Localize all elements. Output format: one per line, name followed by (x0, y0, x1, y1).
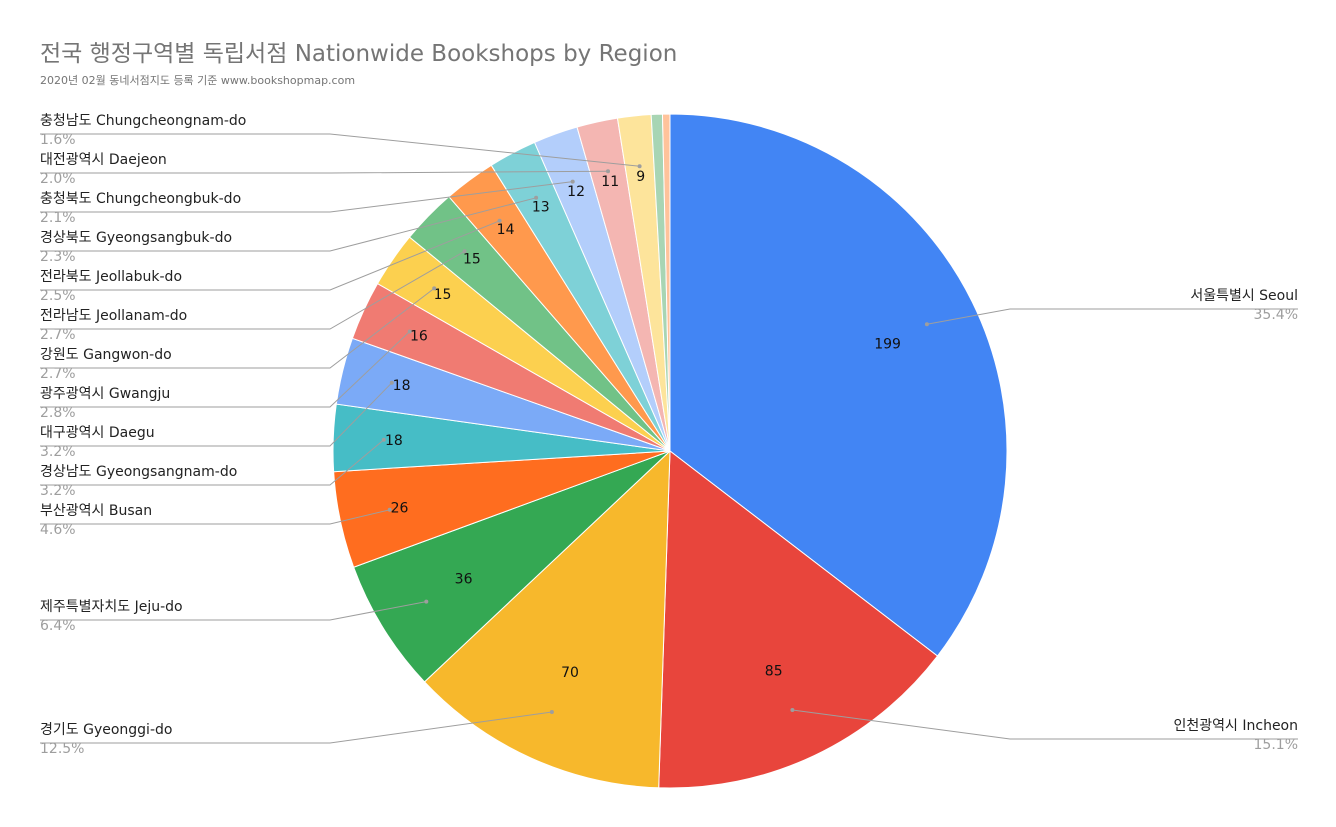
value-label-chungcheongbuk-do: 12 (567, 184, 585, 200)
slice-unlabeled-16 (661, 113, 671, 452)
slice-value-labels: 199 85 70 36 26 18 18 16 15 15 14 13 12 11 9 (385, 169, 901, 681)
value-label-gwangju: 16 (410, 329, 428, 345)
legend-label-gangwon-do: 강원도 Gangwon-do (40, 347, 172, 363)
value-label-gyeongsangnam-do: 18 (385, 433, 403, 449)
leader-dot-jeollanam-do (462, 249, 467, 254)
legend-percent-incheon: 15.1% (1254, 737, 1298, 753)
leader-line-gyeongsangbuk-do (40, 197, 537, 252)
value-label-jeollabuk-do: 14 (497, 222, 515, 238)
leader-dot-gyeongsangbuk-do (534, 195, 539, 200)
leader-dot-gyeonggi-do (549, 710, 554, 714)
leader-dot-gwangju (407, 329, 412, 334)
leader-dot-incheon (790, 708, 795, 712)
value-label-jeollanam-do: 15 (463, 251, 481, 267)
legend-label-jeollabuk-do: 전라북도 Jeollabuk-do (40, 269, 182, 285)
leader-dot-gangwon-do (432, 286, 437, 291)
legend-percent-gangwon-do: 2.7% (40, 366, 76, 382)
leader-dot-gyeongsangnam-do (381, 437, 386, 442)
legend-percent-busan: 4.6% (40, 522, 76, 538)
value-label-gyeonggi-do: 70 (561, 665, 579, 681)
value-label-daejeon: 11 (601, 174, 619, 190)
legend-percent-chungcheongbuk-do: 2.1% (40, 210, 76, 226)
legend-percent-gyeongsangbuk-do: 2.3% (40, 249, 76, 265)
legend-label-incheon: 인천광역시 Incheon (1174, 718, 1298, 734)
leader-dot-daegu (389, 380, 394, 385)
slice-incheon (658, 450, 939, 789)
value-label-incheon: 85 (765, 663, 783, 679)
legend-percent-jeju-do: 6.4% (40, 618, 76, 634)
leader-line-gyeonggi-do (40, 711, 552, 744)
chart-title: 전국 행정구역별 독립서점 Nationwide Bookshops by Re… (40, 41, 678, 67)
leader-dot-chungcheongbuk-do (570, 179, 575, 184)
slice-jeju-do (353, 450, 671, 683)
legend-label-gwangju: 광주광역시 Gwangju (40, 386, 170, 402)
legend-label-daejeon: 대전광역시 Daejeon (40, 152, 167, 168)
legend-percent-gyeongsangnam-do: 3.2% (40, 483, 76, 499)
chart-subtitle: 2020년 02월 동네서점지도 등록 기준 www.bookshopmap.c… (40, 74, 356, 87)
leader-line-seoul (926, 308, 1298, 325)
value-label-daegu: 18 (393, 378, 411, 394)
legend-percent-gyeonggi-do: 12.5% (40, 741, 84, 757)
leader-line-jeollanam-do (40, 250, 465, 330)
legend-label-chungcheongbuk-do: 충청북도 Chungcheongbuk-do (40, 191, 241, 207)
leader-line-chungcheongbuk-do (40, 181, 573, 213)
value-label-busan: 26 (391, 501, 409, 517)
leader-line-busan (40, 509, 390, 525)
leader-dot-jeollabuk-do (497, 218, 502, 223)
legend-label-jeju-do: 제주특별자치도 Jeju-do (40, 599, 183, 615)
leader-line-incheon (792, 709, 1298, 740)
value-label-seoul: 199 (874, 337, 901, 353)
slice-seoul (669, 113, 1008, 657)
legend-label-jeollanam-do: 전라남도 Jeollanam-do (40, 308, 187, 324)
legend-percent-daegu: 3.2% (40, 444, 76, 460)
leader-line-gwangju (40, 331, 411, 408)
value-label-jeju-do: 36 (455, 572, 473, 588)
leader-line-daejeon (40, 170, 609, 174)
legend-percent-gwangju: 2.8% (40, 405, 76, 421)
leader-line-jeju-do (40, 601, 427, 621)
legend-percent-jeollabuk-do: 2.5% (40, 288, 76, 304)
leader-line-daegu (40, 382, 393, 447)
legend-label-gyeonggi-do: 경기도 Gyeonggi-do (40, 722, 172, 738)
legend-percent-jeollanam-do: 2.7% (40, 327, 76, 343)
pie-slices (332, 113, 1008, 789)
leader-line-gangwon-do (40, 288, 435, 369)
slice-legend-labels: 충청남도 Chungcheongnam-do 1.6% 대전광역시 Daejeon 2… (40, 113, 1298, 757)
legend-label-gyeongsangnam-do: 경상남도 Gyeongsangnam-do (40, 464, 237, 480)
leader-lines (40, 133, 1298, 744)
legend-label-busan: 부산광역시 Busan (40, 503, 152, 519)
leader-dot-daejeon (606, 169, 610, 174)
value-label-gyeongsangbuk-do: 13 (532, 200, 550, 216)
leader-dot-chungcheongnam-do (637, 164, 642, 169)
leader-dot-busan (387, 507, 392, 512)
leader-line-chungcheongnam-do (40, 133, 640, 167)
legend-percent-chungcheongnam-do: 1.6% (40, 132, 76, 148)
legend-percent-seoul: 35.4% (1254, 307, 1298, 323)
value-label-chungcheongnam-do: 9 (636, 169, 645, 185)
leader-dot-seoul (924, 322, 929, 327)
value-label-gangwon-do: 15 (434, 287, 452, 303)
legend-percent-daejeon: 2.0% (40, 171, 76, 187)
leader-line-gyeongsangnam-do (40, 439, 385, 486)
legend-label-chungcheongnam-do: 충청남도 Chungcheongnam-do (40, 113, 246, 129)
leader-dot-jeju-do (424, 599, 429, 604)
legend-label-daegu: 대구광역시 Daegu (40, 425, 155, 441)
slice-gyeonggi-do (423, 449, 671, 789)
legend-label-seoul: 서울특별시 Seoul (1190, 288, 1298, 304)
leader-line-jeollabuk-do (40, 220, 500, 291)
legend-label-gyeongsangbuk-do: 경상북도 Gyeongsangbuk-do (40, 230, 232, 246)
